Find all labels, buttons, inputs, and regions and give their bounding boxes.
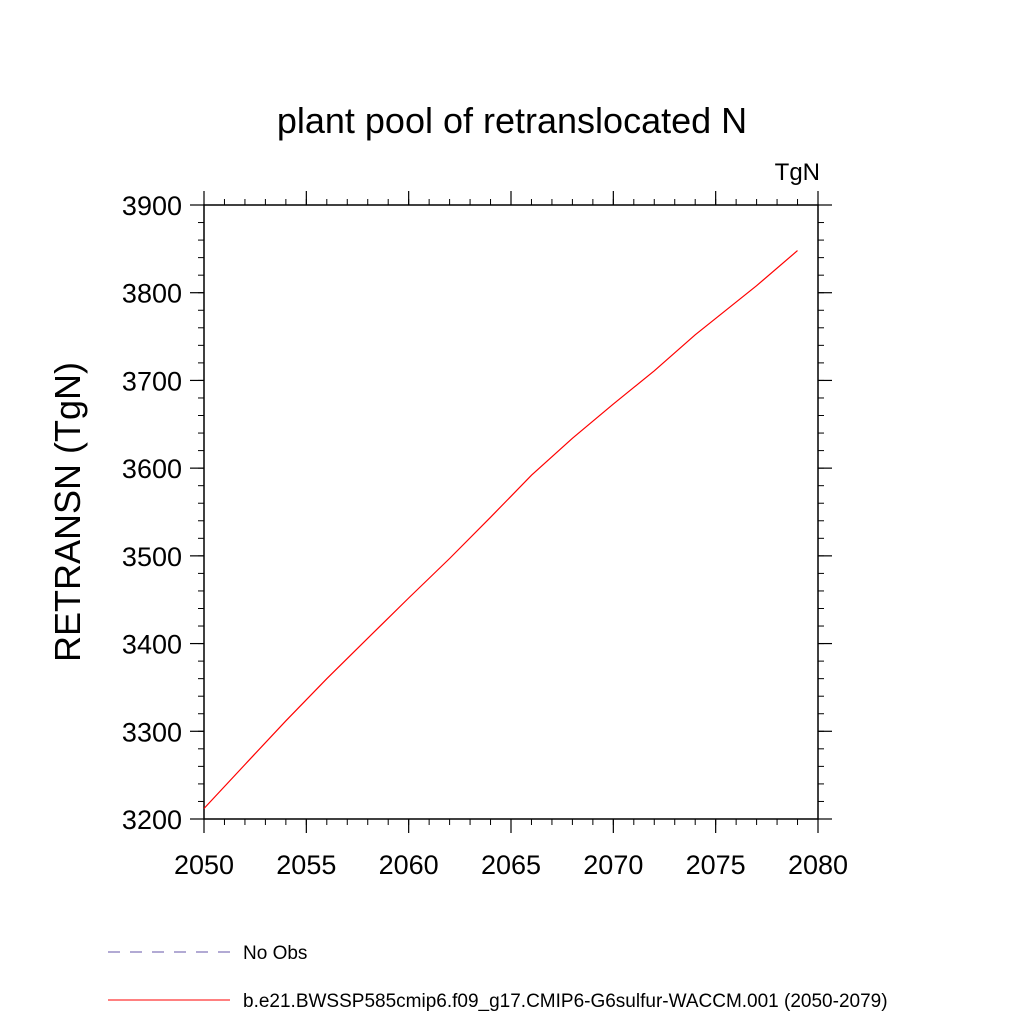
x-tick-label: 2060	[379, 850, 439, 880]
y-tick-label: 3400	[122, 630, 182, 660]
plot-frame	[203, 204, 819, 820]
x-axis: 2050 2055 2060 2065 2070 2075 2080	[174, 191, 848, 880]
x-tick-label: 2080	[788, 850, 848, 880]
y-tick-label: 3600	[122, 454, 182, 484]
y-tick-label: 3500	[122, 542, 182, 572]
x-tick-label: 2050	[174, 850, 234, 880]
y-axis-label: RETRANSN (TgN)	[47, 362, 88, 662]
y-tick-label: 3900	[122, 191, 182, 221]
y-tick-label: 3800	[122, 279, 182, 309]
units-label: TgN	[775, 159, 820, 186]
series-layer	[203, 250, 798, 809]
series-line-0	[203, 250, 798, 809]
x-tick-label: 2070	[583, 850, 643, 880]
x-tick-label: 2075	[686, 850, 746, 880]
y-tick-label: 3200	[122, 805, 182, 835]
y-axis: 3200 3300 3400 3500 3600 3700 3800 3900	[122, 191, 832, 835]
legend: No Obs b.e21.BWSSP585cmip6.f09_g17.CMIP6…	[108, 943, 888, 1012]
x-tick-label: 2065	[481, 850, 541, 880]
chart-title: plant pool of retranslocated N	[277, 100, 747, 141]
legend-label-no-obs: No Obs	[243, 943, 307, 964]
legend-label-series: b.e21.BWSSP585cmip6.f09_g17.CMIP6-G6sulf…	[243, 991, 888, 1012]
y-tick-label: 3700	[122, 366, 182, 396]
y-tick-label: 3300	[122, 717, 182, 747]
x-tick-label: 2055	[276, 850, 336, 880]
